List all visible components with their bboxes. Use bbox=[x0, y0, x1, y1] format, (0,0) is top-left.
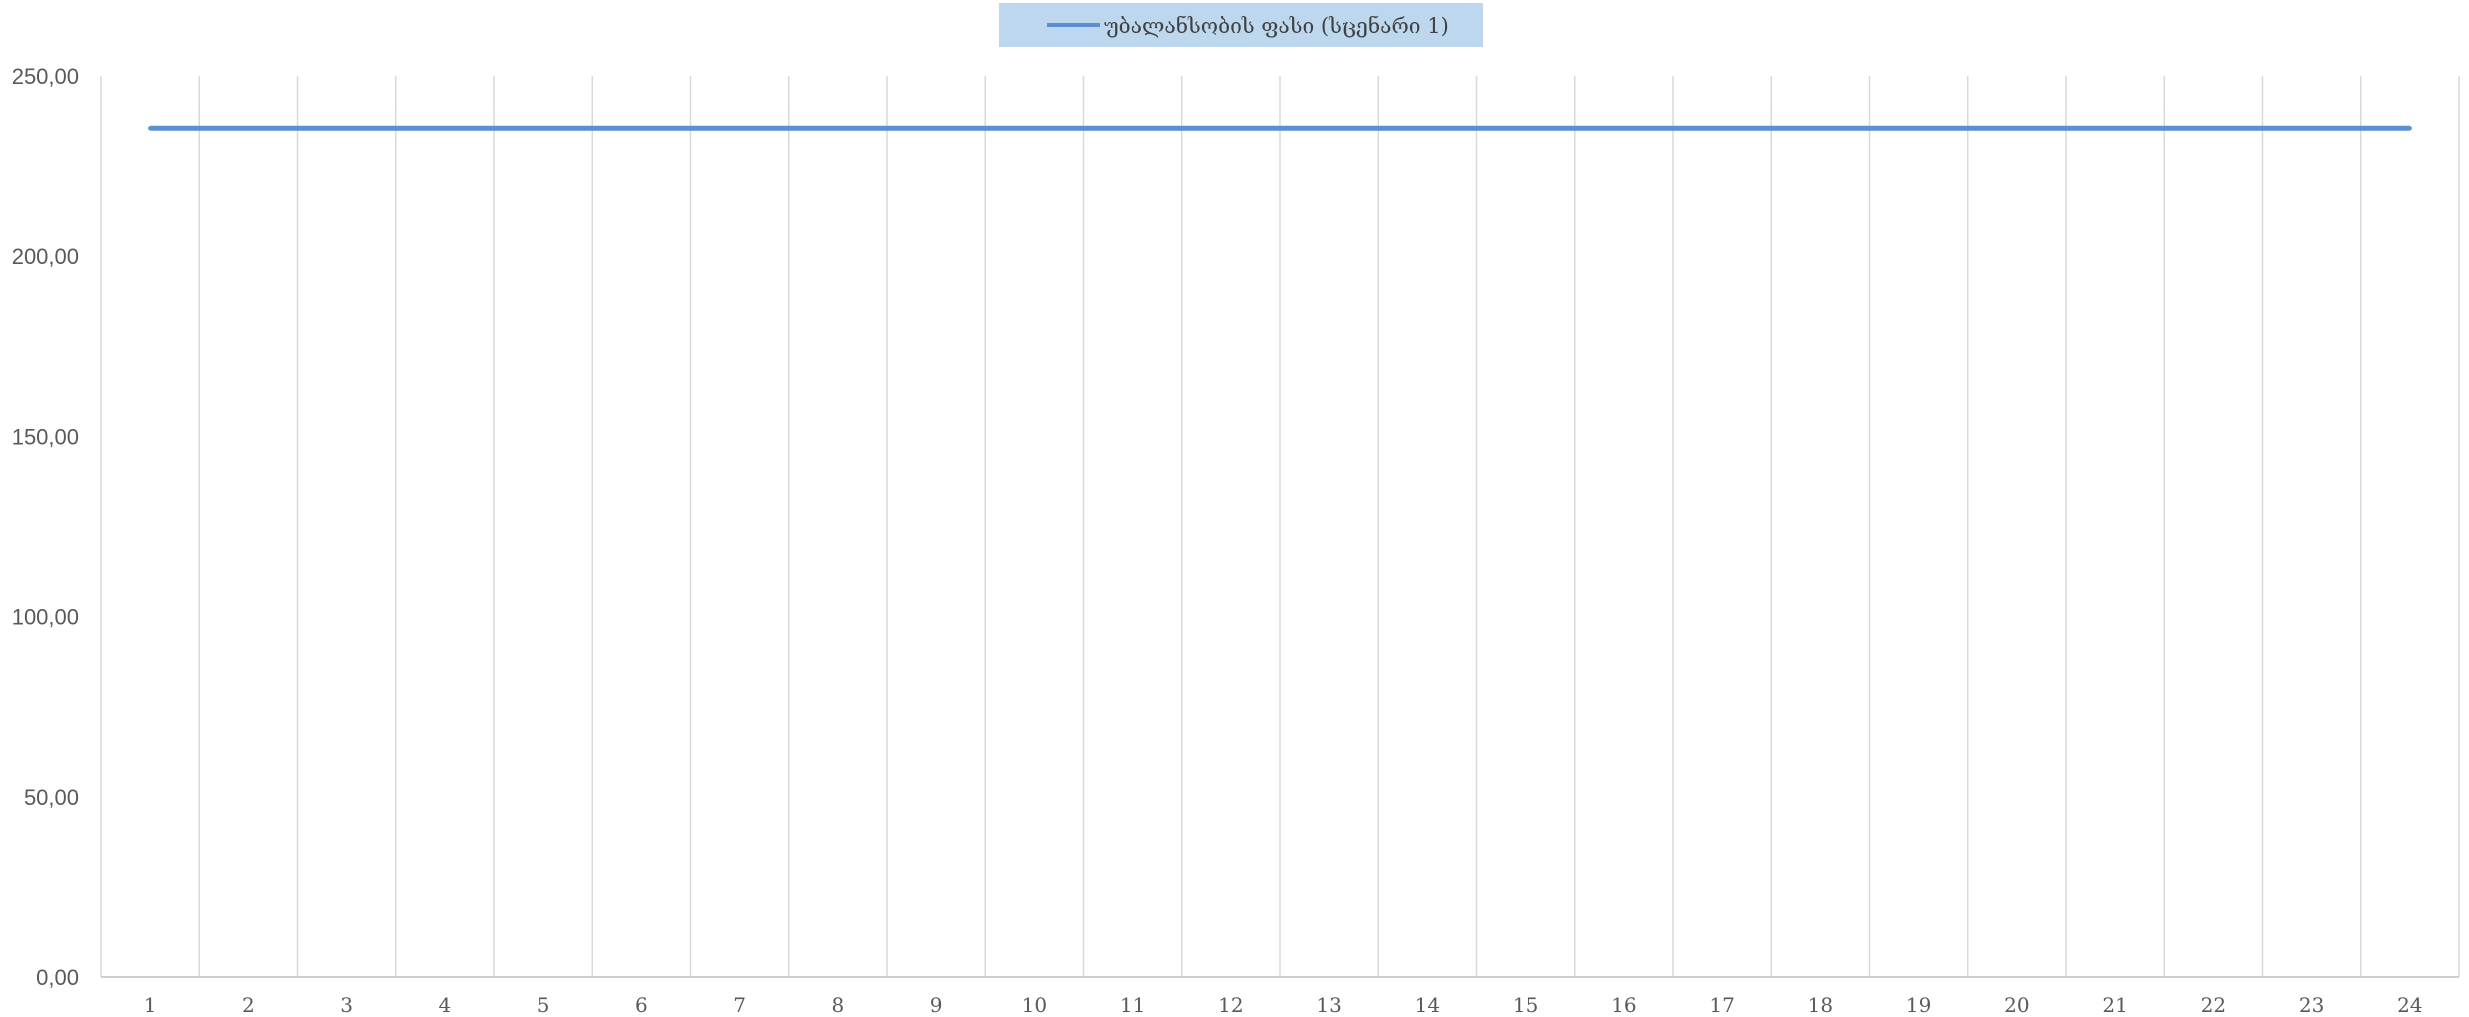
data-point bbox=[1818, 126, 1823, 131]
x-tick-label: 2 bbox=[242, 993, 255, 1017]
x-axis-ticks: 1 2 3 4 5 6 7 8 9 10 11 12 13 14 15 16 17 18 19 20 21 22 23 24 bbox=[144, 993, 2423, 1017]
x-tick-label: 11 bbox=[1120, 993, 1145, 1017]
y-tick-label: 50,00 bbox=[24, 785, 79, 810]
data-point bbox=[835, 126, 840, 131]
data-point bbox=[2113, 126, 2118, 131]
data-point bbox=[639, 126, 644, 131]
data-point bbox=[1523, 126, 1528, 131]
x-tick-label: 9 bbox=[930, 993, 943, 1017]
x-tick-label: 19 bbox=[1906, 993, 1931, 1017]
y-tick-label: 100,00 bbox=[12, 605, 79, 630]
x-tick-label: 6 bbox=[635, 993, 648, 1017]
x-tick-label: 5 bbox=[537, 993, 550, 1017]
x-tick-label: 22 bbox=[2201, 993, 2226, 1017]
data-point bbox=[2211, 126, 2216, 131]
data-point bbox=[1130, 126, 1135, 131]
data-point bbox=[148, 126, 153, 131]
x-tick-label: 16 bbox=[1611, 993, 1636, 1017]
y-tick-label: 250,00 bbox=[12, 64, 79, 89]
y-tick-label: 150,00 bbox=[12, 424, 79, 449]
data-point bbox=[2309, 126, 2314, 131]
data-point bbox=[1032, 126, 1037, 131]
x-tick-label: 7 bbox=[733, 993, 746, 1017]
axes bbox=[100, 76, 2460, 978]
x-tick-label: 10 bbox=[1022, 993, 1047, 1017]
data-point bbox=[1916, 126, 1921, 131]
y-axis-ticks: 0,00 50,00 100,00 150,00 200,00 250,00 bbox=[12, 64, 79, 990]
gridlines bbox=[198, 76, 2362, 977]
data-point bbox=[1720, 126, 1725, 131]
data-point bbox=[737, 126, 742, 131]
x-tick-label: 8 bbox=[832, 993, 845, 1017]
legend-series-label: უბალანსობის ფასი (სცენარი 1) bbox=[1104, 14, 1449, 38]
x-tick-label: 13 bbox=[1316, 993, 1341, 1017]
legend: უბალანსობის ფასი (სცენარი 1) bbox=[999, 3, 1483, 47]
x-tick-label: 12 bbox=[1218, 993, 1243, 1017]
data-point bbox=[1621, 126, 1626, 131]
data-point bbox=[1228, 126, 1233, 131]
x-tick-label: 3 bbox=[340, 993, 353, 1017]
data-point bbox=[2407, 126, 2412, 131]
y-tick-label: 0,00 bbox=[36, 965, 79, 990]
data-point bbox=[2014, 126, 2019, 131]
series-layer bbox=[148, 125, 2412, 131]
data-point bbox=[1327, 126, 1332, 131]
x-tick-label: 14 bbox=[1415, 993, 1440, 1017]
data-point bbox=[934, 126, 939, 131]
data-point bbox=[442, 126, 447, 131]
x-tick-label: 21 bbox=[2102, 993, 2127, 1017]
data-point bbox=[1425, 126, 1430, 131]
x-tick-label: 15 bbox=[1513, 993, 1538, 1017]
data-point bbox=[541, 126, 546, 131]
y-tick-label: 200,00 bbox=[12, 244, 79, 269]
x-tick-label: 1 bbox=[144, 993, 157, 1017]
data-point bbox=[344, 126, 349, 131]
x-tick-label: 24 bbox=[2397, 993, 2422, 1017]
x-tick-label: 23 bbox=[2299, 993, 2324, 1017]
data-point bbox=[246, 126, 251, 131]
x-tick-label: 18 bbox=[1808, 993, 1833, 1017]
x-tick-label: 17 bbox=[1709, 993, 1734, 1017]
x-tick-label: 20 bbox=[2004, 993, 2029, 1017]
x-tick-label: 4 bbox=[439, 993, 452, 1017]
